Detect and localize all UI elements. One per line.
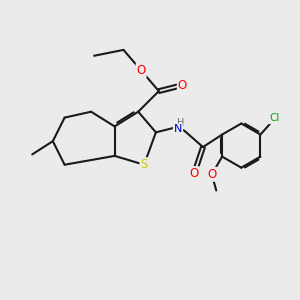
Text: O: O [207,168,217,181]
Text: O: O [190,167,199,180]
Text: S: S [140,158,148,171]
Text: N: N [174,124,182,134]
Text: H: H [177,118,184,128]
Text: Cl: Cl [269,113,279,123]
Text: O: O [178,79,187,92]
Text: O: O [136,64,146,77]
